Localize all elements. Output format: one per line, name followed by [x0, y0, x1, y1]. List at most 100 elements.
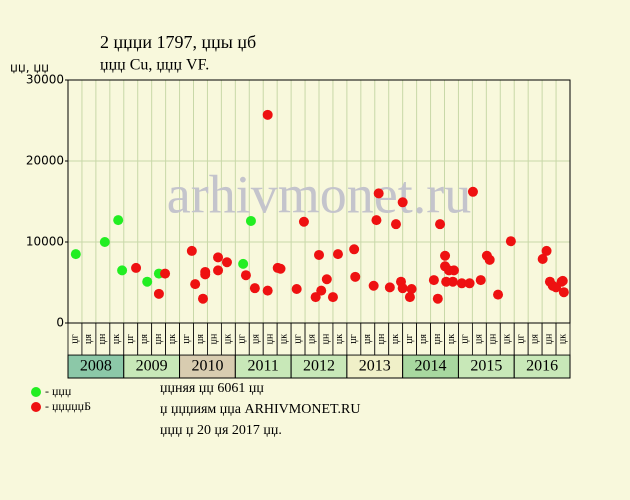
watermark: arhivmonet.ru	[167, 164, 471, 224]
point	[456, 278, 467, 289]
quarter-label: џн	[432, 333, 443, 344]
point	[332, 249, 343, 260]
point	[99, 237, 110, 247]
quarter-label: џя	[306, 334, 317, 344]
quarter-label: џн	[320, 333, 331, 344]
quarter-label: џк	[334, 334, 345, 344]
point	[397, 283, 408, 294]
point	[432, 293, 443, 304]
point	[314, 249, 324, 260]
quarter-label: џг	[181, 334, 192, 343]
point	[440, 250, 451, 261]
year-label: 2013	[359, 358, 391, 375]
quarter-label: џг	[515, 334, 526, 343]
quarter-label: џк	[446, 334, 457, 344]
point	[298, 216, 309, 227]
point	[245, 215, 256, 226]
point	[505, 236, 516, 247]
point	[428, 275, 439, 286]
quarter-label: џя	[83, 334, 94, 344]
note: џ џџџиям џџа ARHIVMONET.RU	[160, 402, 360, 417]
point	[537, 254, 548, 265]
point	[275, 263, 286, 274]
year-label: 2014	[415, 358, 447, 375]
point	[240, 270, 251, 281]
quarter-label: џк	[167, 334, 178, 344]
point	[448, 265, 459, 276]
quarter-label: џк	[502, 334, 513, 344]
point	[404, 292, 415, 303]
note: џџџ џ 20 џя 2017 џџ.	[160, 423, 282, 438]
chart-title: 2 џџџи 1797, џџы џб	[100, 32, 256, 52]
year-label: 2012	[303, 358, 335, 375]
note: џџняя џџ 6061 џџ	[160, 381, 264, 396]
year-label: 2010	[191, 358, 223, 375]
quarter-label: џя	[251, 334, 262, 344]
quarter-label: џг	[460, 334, 471, 343]
point	[397, 197, 408, 208]
point	[484, 254, 495, 265]
point	[221, 257, 232, 268]
quarter-label: џн	[209, 333, 220, 344]
point	[117, 265, 128, 276]
quarter-label: џг	[125, 334, 136, 343]
point	[238, 258, 249, 269]
quarter-label: џя	[418, 334, 429, 344]
point	[493, 289, 504, 300]
point	[368, 280, 379, 291]
quarter-label: џя	[529, 334, 540, 344]
y-tick-label: 20000	[26, 154, 64, 168]
point	[200, 269, 211, 280]
y-axis-label: џџ, џџ	[10, 61, 49, 75]
legend-marker	[31, 402, 41, 412]
quarter-label: џг	[69, 334, 80, 343]
point	[197, 293, 208, 304]
point	[541, 245, 552, 256]
y-tick-label: 10000	[26, 235, 64, 249]
point	[113, 215, 124, 226]
point	[160, 268, 171, 279]
point	[349, 244, 360, 255]
quarter-label: џк	[278, 334, 289, 344]
y-tick-label: 30000	[26, 73, 64, 87]
point	[384, 282, 395, 293]
quarter-label: џг	[237, 334, 248, 343]
point	[291, 283, 302, 294]
quarter-label: џг	[404, 334, 415, 343]
point	[467, 186, 478, 197]
point	[70, 249, 81, 260]
point	[310, 292, 321, 303]
quarter-label: џя	[362, 334, 373, 344]
quarter-label: џя	[139, 334, 150, 344]
point	[190, 279, 201, 290]
point	[131, 262, 142, 273]
point	[350, 271, 361, 282]
point	[371, 215, 382, 226]
point	[406, 283, 417, 294]
quarter-label: џя	[195, 334, 206, 344]
quarter-label: џк	[223, 334, 234, 344]
quarter-label: џк	[557, 334, 568, 344]
point	[262, 109, 273, 120]
point	[213, 265, 224, 276]
year-label: 2009	[136, 358, 168, 375]
year-label: 2015	[470, 358, 502, 375]
point	[464, 278, 475, 289]
point	[142, 276, 153, 287]
year-label: 2016	[526, 358, 558, 375]
point	[447, 276, 458, 287]
quarter-label: џн	[488, 333, 499, 344]
point	[262, 285, 273, 296]
year-label: 2008	[80, 358, 112, 375]
point	[557, 275, 568, 286]
point	[475, 275, 486, 286]
point	[327, 292, 338, 303]
quarter-label: џн	[543, 333, 554, 344]
point	[316, 285, 327, 296]
chart-subtitle: џџџ Cu, џџџ VF.	[100, 57, 209, 74]
legend-label: - џџџџџБ	[45, 399, 91, 413]
point	[373, 188, 384, 199]
point	[249, 283, 260, 294]
point	[558, 287, 569, 298]
